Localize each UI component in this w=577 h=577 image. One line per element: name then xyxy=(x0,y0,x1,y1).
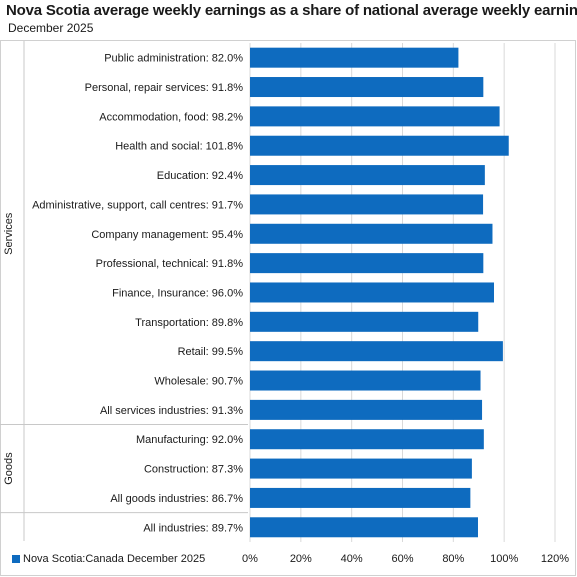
bar xyxy=(250,517,478,538)
bar xyxy=(250,341,503,362)
category-label: Accommodation, food: 98.2% xyxy=(99,111,243,123)
category-label: Transportation: 89.8% xyxy=(135,317,243,329)
category-label: Retail: 99.5% xyxy=(178,346,244,358)
group-label: Services xyxy=(3,212,15,255)
x-tick-label: 120% xyxy=(541,553,569,565)
legend-label: Nova Scotia:Canada December 2025 xyxy=(23,553,206,565)
bar xyxy=(250,282,494,303)
x-tick-label: 40% xyxy=(341,553,363,565)
category-label: Administrative, support, call centres: 9… xyxy=(32,199,243,211)
bar xyxy=(250,399,483,420)
category-label: Finance, Insurance: 96.0% xyxy=(112,287,243,299)
bar xyxy=(250,370,481,391)
category-label: Public administration: 82.0% xyxy=(104,53,243,65)
category-label: Wholesale: 90.7% xyxy=(154,376,243,388)
legend-swatch xyxy=(12,555,20,563)
category-label: All services industries: 91.3% xyxy=(100,405,243,417)
x-tick-label: 100% xyxy=(490,553,518,565)
chart-title: Nova Scotia average weekly earnings as a… xyxy=(6,2,577,19)
chart-subtitle: December 2025 xyxy=(8,21,94,35)
category-label: All industries: 89.7% xyxy=(143,522,243,534)
category-label: Manufacturing: 92.0% xyxy=(136,434,243,446)
bar xyxy=(250,77,484,98)
bar xyxy=(250,253,484,274)
category-label: Company management: 95.4% xyxy=(91,229,243,241)
bar xyxy=(250,135,509,156)
bar xyxy=(250,311,479,332)
category-label: Health and social: 101.8% xyxy=(115,141,243,153)
x-tick-label: 0% xyxy=(242,553,258,565)
bar xyxy=(250,194,484,215)
bar xyxy=(250,487,471,508)
chart-frame xyxy=(0,40,576,576)
bar xyxy=(250,106,500,127)
bar xyxy=(250,458,472,479)
bar xyxy=(250,47,459,68)
category-label: Professional, technical: 91.8% xyxy=(96,258,244,270)
legend: Nova Scotia:Canada December 2025 xyxy=(12,553,205,565)
bar xyxy=(250,165,485,186)
category-label: All goods industries: 86.7% xyxy=(110,493,243,505)
bar xyxy=(250,429,484,450)
x-tick-label: 60% xyxy=(391,553,413,565)
group-label: Goods xyxy=(3,452,15,485)
bar xyxy=(250,223,493,244)
category-label: Construction: 87.3% xyxy=(144,464,243,476)
category-label: Education: 92.4% xyxy=(157,170,243,182)
x-tick-label: 20% xyxy=(290,553,312,565)
category-label: Personal, repair services: 91.8% xyxy=(85,82,244,94)
x-tick-label: 80% xyxy=(442,553,464,565)
